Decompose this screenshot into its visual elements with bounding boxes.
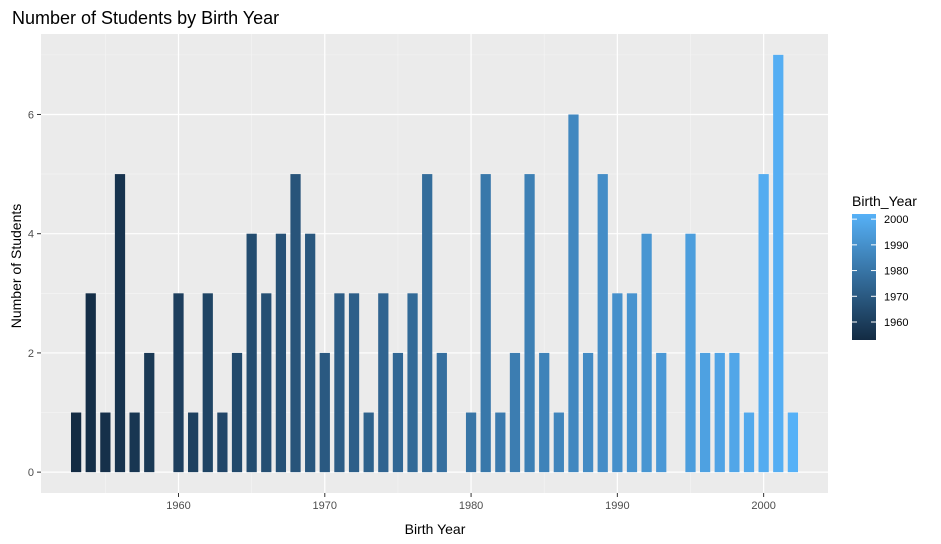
x-axis: 1960 1970 1980 1990 2000: [166, 493, 776, 512]
bar-1963: [217, 412, 228, 473]
bar-1972: [348, 293, 360, 473]
bar-1958: [144, 352, 155, 473]
bar-1989: [597, 174, 608, 473]
legend-tick-label: 1980: [884, 266, 908, 278]
y-tick-label: 4: [28, 229, 34, 241]
bar-1990: [612, 293, 623, 473]
bar-1980: [465, 412, 477, 473]
bar-2002: [787, 412, 799, 473]
legend-tick-label: 1960: [884, 317, 908, 329]
y-tick-label: 0: [28, 467, 34, 479]
legend-title: Birth_Year: [852, 193, 917, 209]
bar-1993: [656, 352, 667, 473]
bar-1955: [100, 412, 111, 473]
bar-1970: [319, 352, 330, 473]
bar-1975: [392, 352, 404, 473]
bar-1986: [553, 412, 564, 473]
bar-1954: [85, 293, 96, 473]
bar-1985: [539, 352, 550, 473]
y-axis: 0 2 4 6: [28, 109, 41, 479]
x-tick-label: 1990: [605, 500, 629, 512]
plot-panel: [41, 34, 828, 493]
bar-1987: [568, 114, 579, 473]
bar-1984: [524, 174, 535, 473]
bar-1956: [114, 174, 126, 473]
panel-background: [41, 34, 828, 493]
y-axis-title: Number of Students: [8, 204, 24, 329]
bar-1978: [436, 352, 447, 473]
legend-tick-label: 1970: [884, 291, 908, 303]
bar-1953: [70, 412, 82, 473]
bar-1991: [626, 293, 638, 473]
bar-2000: [758, 174, 769, 473]
bar-1997: [714, 352, 725, 473]
bar-1968: [290, 174, 301, 473]
bar-1962: [202, 293, 213, 473]
legend-ticks: 1960 1970 1980 1990 2000: [852, 214, 908, 329]
x-tick-label: 1980: [459, 500, 483, 512]
legend-tick-label: 2000: [884, 214, 908, 226]
bar-1998: [729, 352, 740, 473]
bar-1981: [480, 174, 491, 473]
x-axis-title: Birth Year: [405, 521, 466, 537]
bar-1965: [246, 233, 257, 473]
bar-1961: [188, 412, 199, 473]
color-legend: Birth_Year 1960 1970 1980 1990 2000: [852, 193, 917, 340]
bar-1982: [495, 412, 506, 473]
bar-1969: [305, 233, 316, 473]
bar-1995: [685, 233, 696, 473]
bar-1983: [509, 352, 521, 473]
bar-1996: [700, 352, 711, 473]
bar-1992: [641, 233, 652, 473]
bar-1957: [129, 412, 140, 473]
y-tick-label: 6: [28, 109, 34, 121]
legend-colorbar: [852, 214, 876, 340]
bar-1977: [422, 174, 433, 473]
bar-1973: [363, 412, 374, 473]
bar-1964: [231, 352, 243, 473]
bar-1999: [743, 412, 755, 473]
bar-1976: [407, 293, 418, 473]
chart-title: Number of Students by Birth Year: [12, 8, 279, 28]
x-tick-label: 1960: [166, 500, 190, 512]
bar-1971: [334, 293, 345, 473]
bar-2001: [773, 54, 784, 473]
bar-1988: [582, 352, 594, 473]
y-tick-label: 2: [28, 348, 34, 360]
bar-1967: [275, 233, 287, 473]
bar-series: [70, 54, 799, 473]
x-tick-label: 2000: [751, 500, 775, 512]
x-tick-label: 1970: [313, 500, 337, 512]
bar-1960: [173, 293, 184, 473]
bar-1974: [378, 293, 389, 473]
legend-tick-label: 1990: [884, 240, 908, 252]
bar-1966: [261, 293, 272, 473]
